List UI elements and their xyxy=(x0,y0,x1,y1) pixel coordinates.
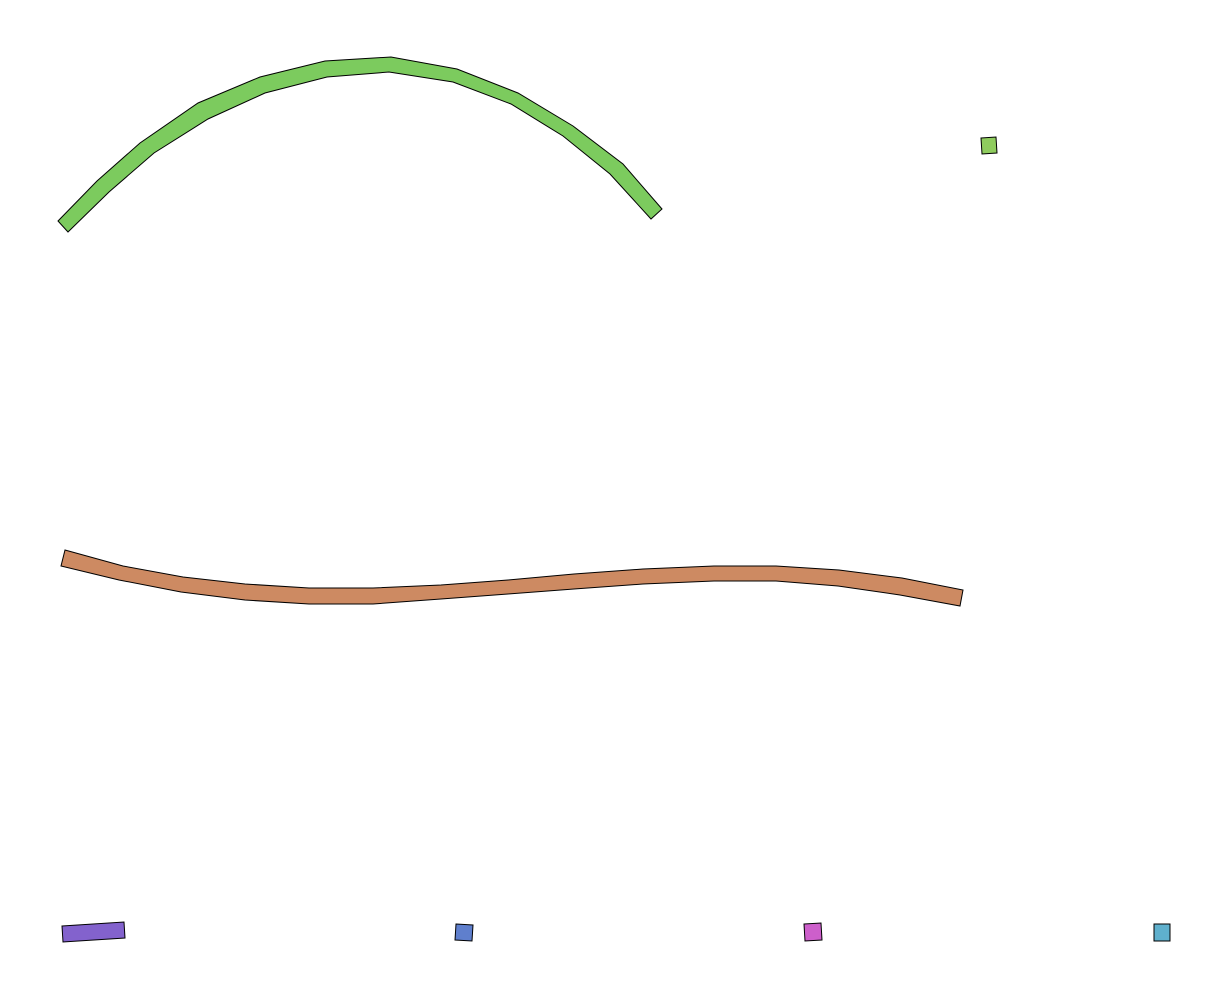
orange-wave-shape xyxy=(60,549,964,607)
purple-rectangle-shape xyxy=(61,921,126,943)
green-arc-shape xyxy=(57,56,663,233)
cyan-square-shape xyxy=(1153,923,1171,942)
blue-square-shape xyxy=(454,923,474,942)
green-square-shape xyxy=(980,136,998,155)
magenta-square-shape xyxy=(803,922,823,942)
